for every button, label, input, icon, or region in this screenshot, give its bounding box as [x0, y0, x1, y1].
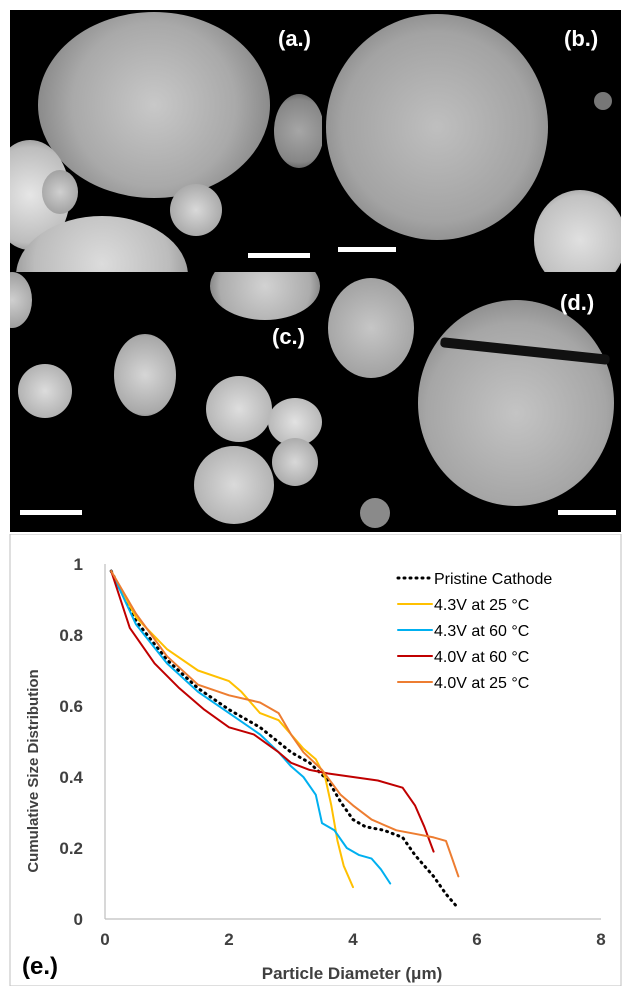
- x-tick-label: 8: [596, 930, 605, 949]
- x-axis-label: Particle Diameter (μm): [262, 964, 442, 983]
- particle: [360, 498, 390, 528]
- legend-label: Pristine Cathode: [434, 571, 552, 588]
- particle: [274, 94, 322, 168]
- micrograph-panel-c: (c.): [10, 272, 322, 532]
- panel-label-c: (c.): [272, 324, 305, 349]
- series-line-4-0v-at-25-c: [110, 570, 460, 878]
- x-tick-label: 6: [472, 930, 481, 949]
- x-tick-label: 0: [100, 930, 109, 949]
- particle: [594, 92, 612, 110]
- particle: [418, 300, 614, 506]
- y-axis-label: Cumulative Size Distribution: [25, 669, 42, 872]
- particle: [328, 278, 414, 378]
- x-tick-label: 2: [224, 930, 233, 949]
- micrograph-panel-d: (d.): [322, 272, 621, 532]
- panel-label-e: (e.): [22, 953, 58, 980]
- scale-bar: [20, 510, 82, 515]
- particle: [114, 334, 176, 416]
- particle: [194, 446, 274, 524]
- particle: [206, 376, 272, 442]
- scale-bar: [338, 247, 396, 252]
- panel-label-a: (a.): [278, 26, 311, 51]
- legend-label: 4.0V at 25 °C: [434, 675, 529, 692]
- particle: [18, 364, 72, 418]
- y-tick-label: 0.4: [59, 768, 83, 787]
- series-line-4-0v-at-60-c: [110, 570, 435, 853]
- particle: [210, 272, 320, 320]
- legend-label: 4.3V at 25 °C: [434, 597, 529, 614]
- series-line-4-3v-at-25-c: [110, 570, 354, 889]
- y-tick-label: 1: [74, 555, 83, 574]
- legend-label: 4.0V at 60 °C: [434, 649, 529, 666]
- y-tick-label: 0: [74, 910, 83, 929]
- scale-bar: [248, 253, 310, 258]
- particle: [10, 272, 32, 328]
- cumulative-size-distribution-chart: 0 2 4 6 8 0 0.2 0.4 0.6 0.8 1 Pristine Cathode 4.3V…: [9, 534, 622, 986]
- particle: [38, 12, 270, 198]
- micrograph-panel-a: (a.): [10, 10, 322, 272]
- particle: [272, 438, 318, 486]
- series-line-4-3v-at-60-c: [110, 570, 392, 885]
- series-line-pristine-cathode: [109, 569, 460, 910]
- particle: [42, 170, 78, 214]
- particle: [534, 190, 621, 272]
- panel-label-d: (d.): [560, 290, 595, 315]
- y-tick-label: 0.2: [59, 839, 83, 858]
- chart-frame: [9, 534, 622, 986]
- x-tick-label: 4: [348, 930, 358, 949]
- y-tick-label: 0.8: [59, 626, 83, 645]
- y-tick-label: 0.6: [59, 697, 83, 716]
- scale-bar: [558, 510, 616, 515]
- legend-label: 4.3V at 60 °C: [434, 623, 529, 640]
- micrograph-panel-b: (b.): [322, 10, 621, 272]
- particle: [326, 14, 548, 240]
- particle: [170, 184, 222, 236]
- panel-label-b: (b.): [564, 26, 599, 51]
